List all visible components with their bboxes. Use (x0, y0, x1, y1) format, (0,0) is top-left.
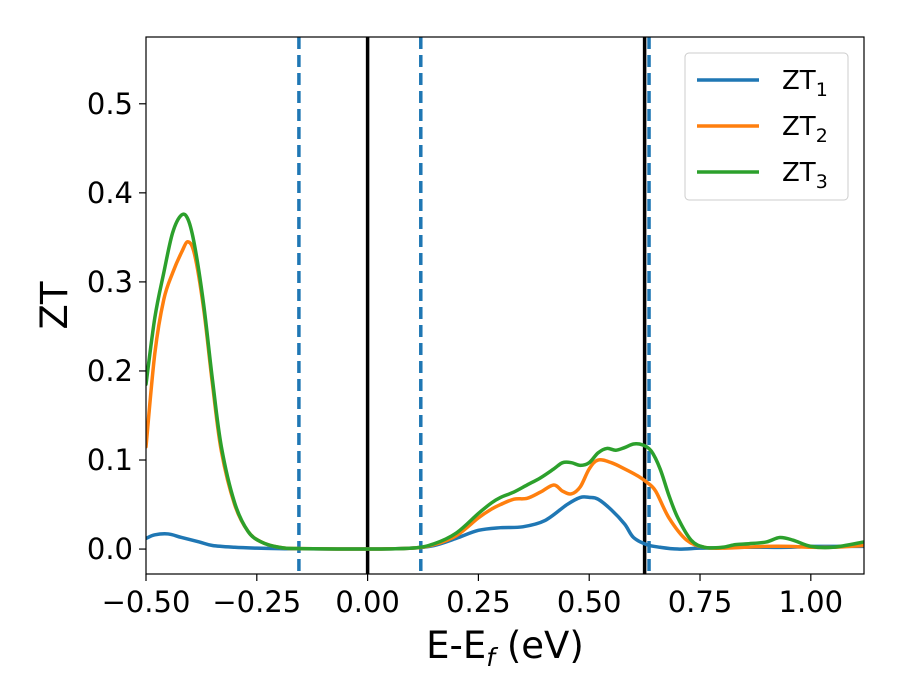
y-tick-label: 0.3 (87, 265, 133, 299)
y-axis-ticks: 0.0 0.1 0.2 0.3 0.4 0.5 (87, 87, 146, 566)
series-line-zt3 (146, 212, 864, 551)
legend-label-zt1: ZT1 (782, 66, 828, 101)
x-tick-label: −0.25 (212, 585, 301, 619)
legend-label-zt3: ZT3 (782, 158, 828, 193)
y-tick-label: 0.2 (87, 354, 133, 388)
x-tick-label: 0.00 (335, 585, 400, 619)
x-tick-label: −0.50 (102, 585, 191, 619)
y-tick-label: 0.0 (87, 532, 133, 566)
series-line-zt2 (146, 240, 864, 551)
y-tick-label: 0.4 (87, 176, 133, 210)
x-tick-label: 0.50 (557, 585, 622, 619)
legend: ZT1 ZT2 ZT3 (684, 52, 849, 201)
x-tick-label: 0.75 (668, 585, 733, 619)
series-lines (146, 212, 864, 551)
x-tick-label: 1.00 (779, 585, 844, 619)
x-tick-label: 0.25 (446, 585, 511, 619)
x-axis-title: E-Ef (eV) (426, 624, 584, 672)
legend-label-zt2: ZT2 (782, 112, 828, 147)
y-tick-label: 0.5 (87, 87, 133, 121)
y-axis-title: ZT (33, 281, 76, 329)
y-tick-label: 0.1 (87, 443, 133, 477)
reference-lines (297, 37, 651, 574)
plot-frame (145, 36, 865, 575)
legend-box (684, 52, 849, 201)
x-axis-ticks: −0.50 −0.25 0.00 0.25 0.50 0.75 1.00 (102, 574, 844, 619)
series-line-zt1 (146, 495, 864, 551)
